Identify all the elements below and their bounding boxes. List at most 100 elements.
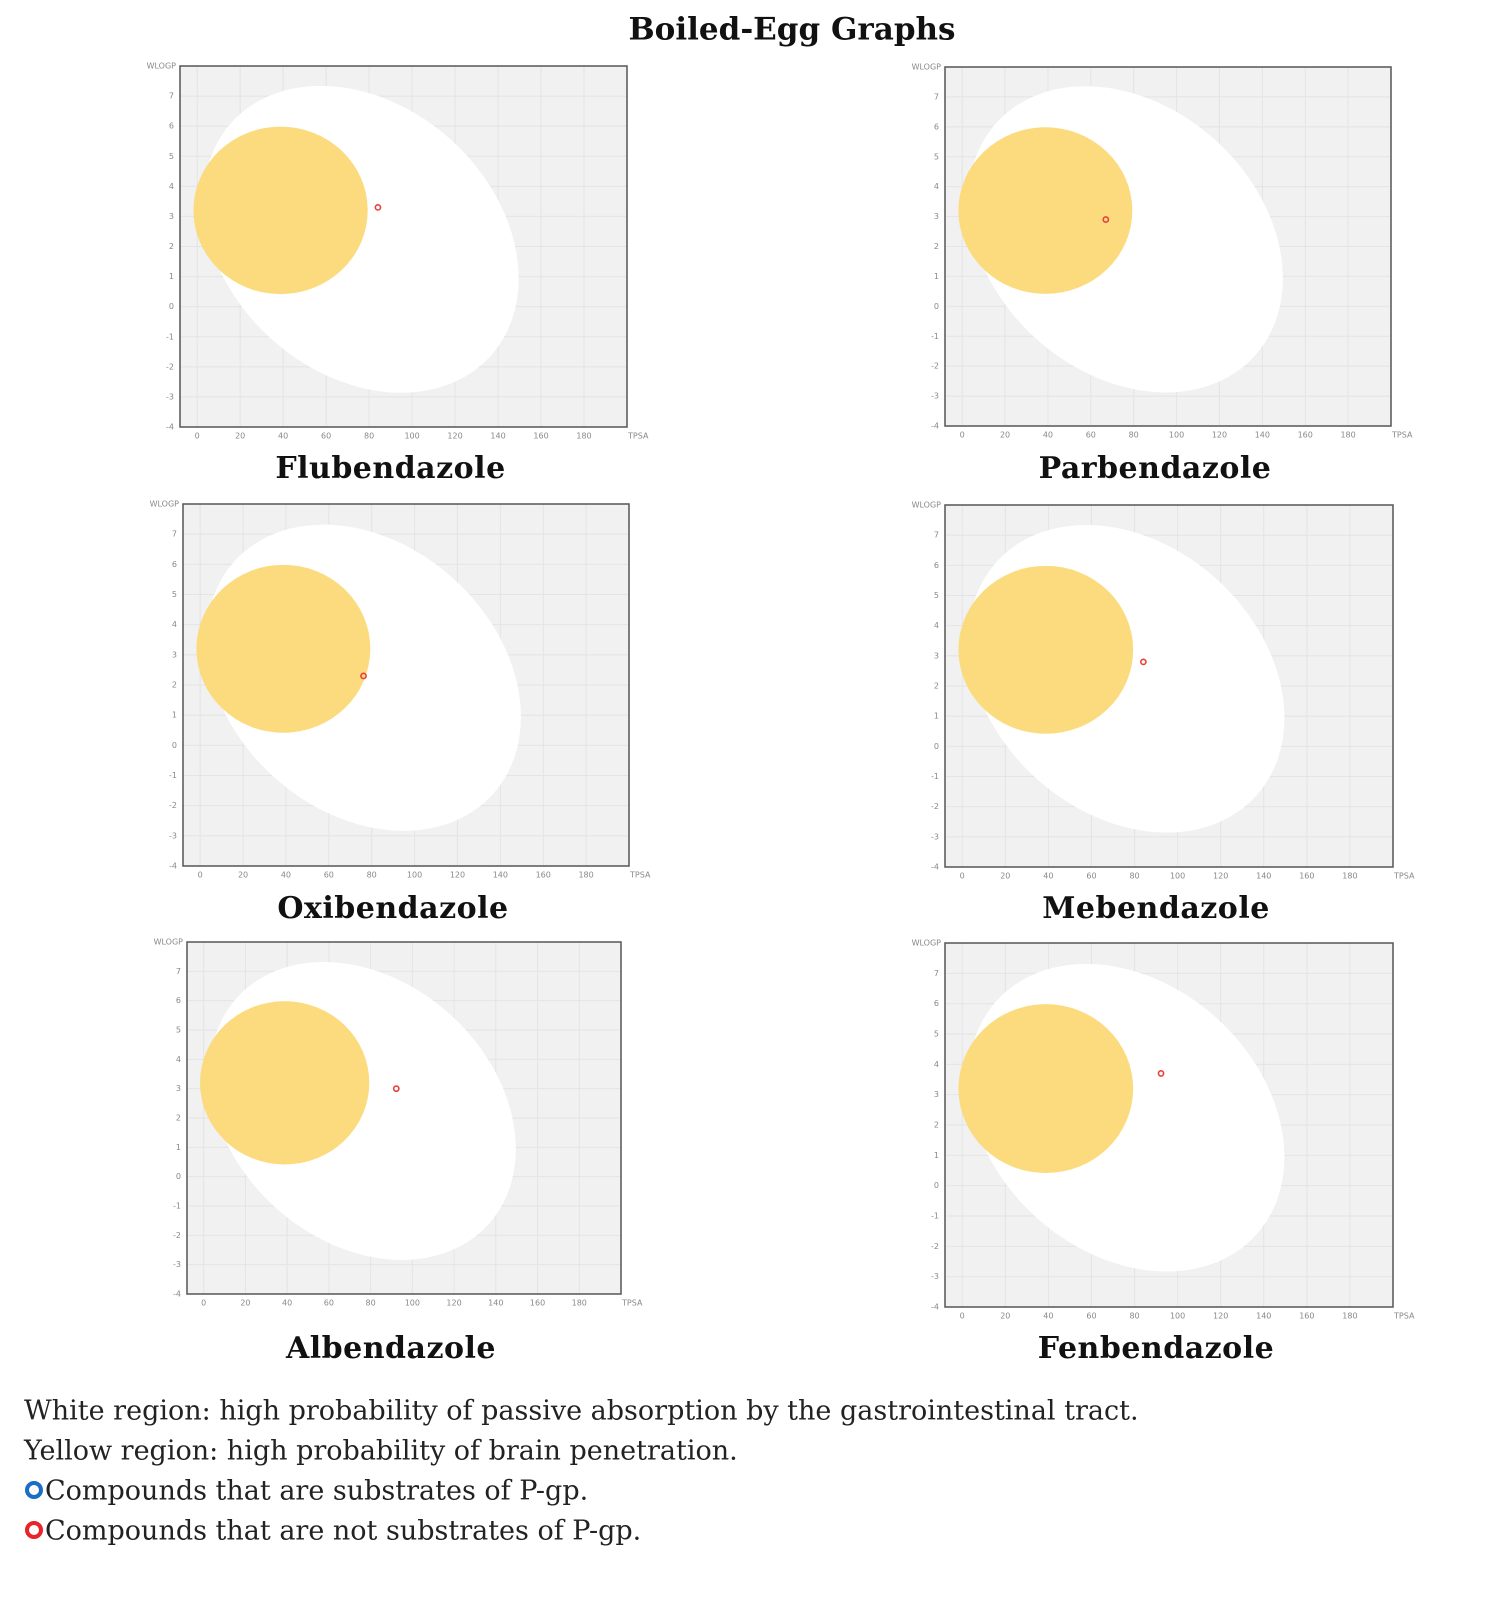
x-tick-label: 40 [1043,872,1053,881]
y-tick-label: 1 [934,712,939,721]
y-tick-label: -3 [931,832,939,841]
y-tick-label: -1 [931,1212,939,1221]
x-tick-label: 160 [1299,872,1314,881]
x-axis-label: TPSA [621,1299,643,1308]
y-tick-label: 5 [934,1030,939,1039]
x-tick-label: 140 [1255,431,1270,440]
x-tick-label: 180 [1340,431,1355,440]
x-tick-label: 120 [450,871,465,880]
x-tick-label: 140 [1256,872,1271,881]
chart-panel: 0 20 40 60 80 100 120 140 160 180 -4 -3 -2 -1 0 1 2 3 4 5 6 7… [912,63,1413,487]
y-tick-label: -4 [931,422,939,431]
y-tick-label: -3 [169,831,177,840]
figure-title: Boiled-Egg Graphs [628,12,955,48]
y-tick-label: -4 [931,1303,939,1312]
plot-frame [944,66,1392,427]
y-tick-label: -4 [169,862,177,871]
y-tick-label: -4 [173,1290,181,1299]
y-tick-label: 6 [169,122,174,131]
x-tick-label: 180 [572,1299,587,1308]
y-axis-label: WLOGP [150,500,180,509]
y-tick-label: 7 [934,92,939,101]
y-axis-label: WLOGP [912,501,942,510]
x-tick-label: 60 [1086,431,1096,440]
y-tick-label: 7 [169,92,174,101]
x-tick-label: 0 [201,1299,206,1308]
x-tick-label: 40 [1043,431,1053,440]
y-tick-label: 0 [169,302,174,311]
x-tick-label: 120 [1213,872,1228,881]
legend-marker [25,1481,43,1499]
x-tick-label: 20 [1000,431,1010,440]
x-tick-label: 160 [533,432,548,441]
data-point [1139,658,1147,666]
y-tick-label: 6 [176,996,181,1005]
x-tick-label: 60 [1086,1312,1096,1321]
data-point [360,672,367,680]
chart-title: Fenbendazole [1038,1331,1274,1366]
y-tick-label: 2 [934,1121,939,1130]
chart-panel: 0 20 40 60 80 100 120 140 160 180 -4 -3 -2 -1 0 1 2 3 4 5 6 7… [150,500,651,927]
y-tick-label: 3 [934,212,939,221]
y-tick-label: -1 [931,332,939,341]
x-tick-label: 40 [1043,1312,1053,1321]
x-tick-label: 100 [1170,872,1185,881]
plot-frame [944,942,1394,1308]
y-tick-label: 1 [934,1151,939,1160]
y-tick-label: 7 [934,531,939,540]
x-tick-label: 140 [488,1299,503,1308]
x-tick-label: 180 [576,432,591,441]
y-tick-label: 4 [934,621,939,630]
y-tick-label: 5 [169,152,174,161]
x-tick-label: 0 [195,432,200,441]
y-tick-label: -1 [166,332,174,341]
chart-title: Albendazole [285,1331,496,1366]
y-tick-label: 6 [934,122,939,131]
chart-title: Oxibendazole [277,891,508,926]
y-axis-label: WLOGP [912,939,942,948]
y-tick-label: 4 [176,1055,181,1064]
y-tick-label: -2 [931,802,939,811]
y-tick-label: -2 [931,362,939,371]
y-tick-label: -2 [173,1231,181,1240]
x-tick-label: 80 [366,1299,376,1308]
plot-frame [182,503,630,867]
x-tick-label: 100 [404,432,419,441]
y-tick-label: 0 [934,302,939,311]
x-tick-label: 60 [324,1299,334,1308]
legend-marker [25,1521,43,1539]
y-axis-label: WLOGP [912,63,942,72]
y-tick-label: 4 [934,1060,939,1069]
y-tick-label: 1 [169,272,174,281]
chart-panel: 0 20 40 60 80 100 120 140 160 180 -4 -3 -2 -1 0 1 2 3 4 5 6 7… [147,62,649,487]
yellow-region [193,126,368,295]
y-tick-label: 6 [172,560,177,569]
x-axis-label: TPSA [629,871,651,880]
x-tick-label: 120 [1212,431,1227,440]
yellow-region [958,1004,1134,1174]
y-tick-label: -4 [166,423,174,432]
y-tick-label: -1 [169,771,177,780]
x-tick-label: 20 [235,432,245,441]
x-tick-label: 40 [278,432,288,441]
y-tick-label: 5 [172,590,177,599]
y-tick-label: 2 [169,242,174,251]
x-tick-label: 0 [960,872,965,881]
y-tick-label: 2 [176,1114,181,1123]
y-tick-label: -3 [173,1260,181,1269]
x-tick-label: 60 [321,432,331,441]
y-tick-label: 0 [934,742,939,751]
x-axis-label: TPSA [1393,1312,1415,1321]
x-tick-label: 80 [1129,1312,1139,1321]
chart-panel: 0 20 40 60 80 100 120 140 160 180 -4 -3 -2 -1 0 1 2 3 4 5 6 7… [912,501,1415,927]
y-tick-label: -1 [173,1202,181,1211]
x-axis-label: TPSA [1391,431,1413,440]
x-axis-label: TPSA [1393,872,1415,881]
legend-label: Compounds that are not substrates of P-g… [45,1516,641,1547]
x-tick-label: 60 [1086,872,1096,881]
chart-panel: 0 20 40 60 80 100 120 140 160 180 -4 -3 -2 -1 0 1 2 3 4 5 6 7… [154,938,643,1367]
x-tick-label: 100 [1170,1312,1185,1321]
x-tick-label: 100 [405,1299,420,1308]
y-tick-label: 1 [934,272,939,281]
y-tick-label: 5 [934,591,939,600]
